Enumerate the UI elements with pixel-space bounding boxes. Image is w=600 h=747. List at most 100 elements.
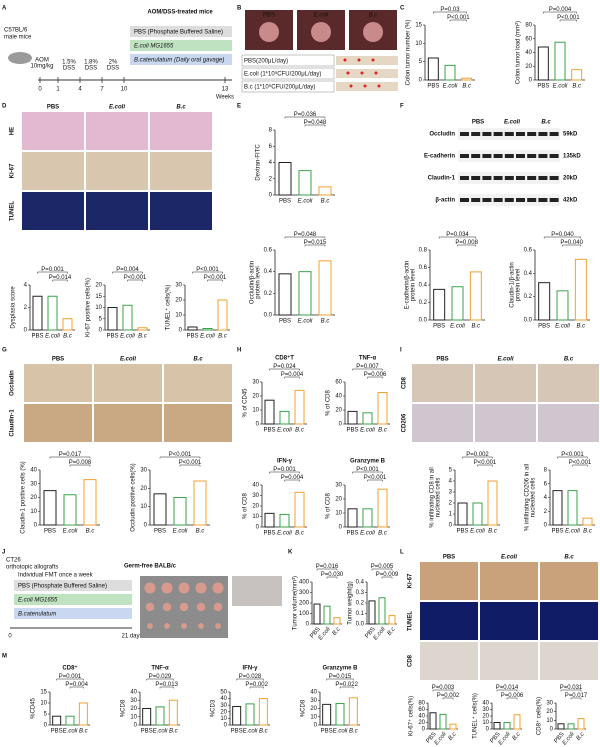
label: 135kD bbox=[563, 154, 581, 160]
label: HE bbox=[10, 127, 16, 135]
y-tick-label: 40 bbox=[335, 394, 342, 400]
colon-strip bbox=[336, 69, 398, 78]
label: 0 bbox=[38, 87, 42, 93]
y-tick-label: 0 bbox=[256, 525, 260, 531]
x-tick-label: PBS bbox=[321, 729, 333, 735]
y-axis-label: Dysplasia score bbox=[11, 286, 17, 329]
x-tick-label: PBS bbox=[154, 529, 166, 535]
y-tick-label: 20 bbox=[30, 495, 37, 501]
y-axis-label: Colon tumor number (%) bbox=[406, 20, 412, 86]
y-tick-label: 40 bbox=[525, 50, 532, 56]
bar bbox=[298, 271, 312, 316]
y-tick-label: 0 bbox=[544, 523, 548, 529]
p-value: P=0.034 bbox=[446, 232, 469, 238]
x-tick-label: E.coli bbox=[434, 731, 448, 747]
panel-letter: K bbox=[288, 550, 293, 556]
y-axis-label: Dextran-FITC bbox=[256, 144, 262, 181]
p-value: P=0.030 bbox=[321, 572, 344, 578]
p-value: P=0.048 bbox=[304, 120, 327, 126]
y-tick-label: 0.2 bbox=[524, 294, 533, 300]
bar bbox=[503, 722, 511, 730]
lumen bbox=[363, 22, 383, 42]
bar bbox=[187, 326, 198, 331]
y-tick-label: 0 bbox=[34, 523, 38, 529]
x-tick-label: B.c bbox=[448, 731, 458, 741]
micrograph bbox=[86, 152, 148, 190]
label: Weeks bbox=[216, 95, 234, 101]
y-tick-label: 2 bbox=[544, 509, 548, 515]
blot-band bbox=[504, 198, 514, 202]
y-tick-label: 0.2 bbox=[264, 291, 273, 297]
label: B.c bbox=[193, 357, 203, 363]
label: 10mg/kg bbox=[30, 64, 53, 70]
blot-band bbox=[527, 154, 537, 158]
y-axis-label: Tumor volume(mm³) bbox=[293, 576, 299, 630]
bar bbox=[449, 723, 457, 730]
y-tick-label: 8 bbox=[544, 468, 548, 474]
blot-band bbox=[527, 198, 537, 202]
p-value: P<0.001 bbox=[124, 275, 147, 281]
label: PBS (Phosphate Buffered Saline) bbox=[134, 30, 223, 36]
label: Ki-67 bbox=[10, 163, 16, 178]
bar bbox=[582, 517, 593, 526]
y-tick-label: 30 bbox=[140, 468, 147, 474]
micrograph bbox=[164, 404, 232, 442]
blot-band bbox=[460, 176, 469, 180]
panel-letter: D bbox=[2, 104, 7, 110]
panel-letter: J bbox=[2, 550, 5, 556]
p-value: P=0.004 bbox=[281, 475, 304, 481]
p-value: P=0.048 bbox=[294, 232, 317, 238]
bar bbox=[43, 490, 57, 526]
p-value: P<0.001 bbox=[447, 15, 470, 21]
panel-letter: B bbox=[237, 6, 242, 12]
label: 20kD bbox=[563, 176, 578, 182]
p-value: P=0.017 bbox=[565, 693, 588, 699]
x-tick-label: B.c bbox=[321, 199, 330, 205]
p-value: P=0.014 bbox=[496, 685, 519, 691]
micrograph bbox=[420, 602, 478, 640]
x-tick-label: E.coli bbox=[333, 729, 348, 735]
y-tick-label: 0 bbox=[269, 193, 273, 199]
label: Germ-free BALB/c bbox=[124, 564, 177, 570]
micrograph bbox=[86, 112, 148, 150]
x-tick-label: PBS bbox=[231, 729, 243, 735]
blot-band bbox=[549, 154, 559, 158]
p-value: P=0.017 bbox=[59, 452, 82, 458]
x-tick-label: PBS bbox=[263, 531, 275, 537]
y-tick-label: 0.0 bbox=[264, 313, 273, 319]
micrograph bbox=[540, 562, 598, 600]
label: E.coli (1*10⁹CFU/200μL/day) bbox=[244, 71, 321, 78]
label: DSS bbox=[63, 66, 75, 72]
micrograph bbox=[94, 364, 162, 402]
x-tick-label: B.c bbox=[576, 324, 585, 330]
bar bbox=[232, 706, 242, 726]
y-tick-label: 0.3 bbox=[356, 590, 365, 596]
y-tick-label: 0 bbox=[44, 723, 48, 729]
y-tick-label: 60 bbox=[525, 36, 532, 42]
y-tick-label: 0 bbox=[224, 723, 228, 729]
y-tick-label: 60 bbox=[418, 707, 425, 713]
mouse-icon bbox=[8, 52, 32, 64]
group-box bbox=[130, 40, 232, 51]
label: E.coli MG1655 bbox=[134, 44, 174, 50]
tumor bbox=[145, 602, 155, 612]
x-tick-label: E.coli bbox=[298, 319, 313, 325]
y-axis-label: protein level bbox=[256, 266, 262, 298]
row-box bbox=[241, 67, 335, 80]
tumor bbox=[161, 582, 173, 594]
tumor bbox=[213, 602, 223, 612]
tumor-dot bbox=[349, 84, 353, 88]
label: 10 bbox=[121, 87, 128, 93]
y-tick-label: 0.1 bbox=[356, 611, 365, 617]
blot-band bbox=[538, 176, 548, 180]
x-tick-label: E.coli bbox=[298, 199, 313, 205]
bar bbox=[63, 494, 77, 526]
blot-band bbox=[471, 176, 481, 180]
x-tick-label: PBS bbox=[263, 428, 275, 434]
bar bbox=[322, 703, 332, 726]
x-tick-label: B.c bbox=[332, 626, 342, 636]
y-tick-label: 20 bbox=[482, 714, 489, 720]
x-tick-label: E.coli bbox=[562, 731, 576, 747]
y-axis-label: protein level bbox=[411, 269, 417, 301]
x-tick-label: E.coli bbox=[63, 729, 78, 735]
